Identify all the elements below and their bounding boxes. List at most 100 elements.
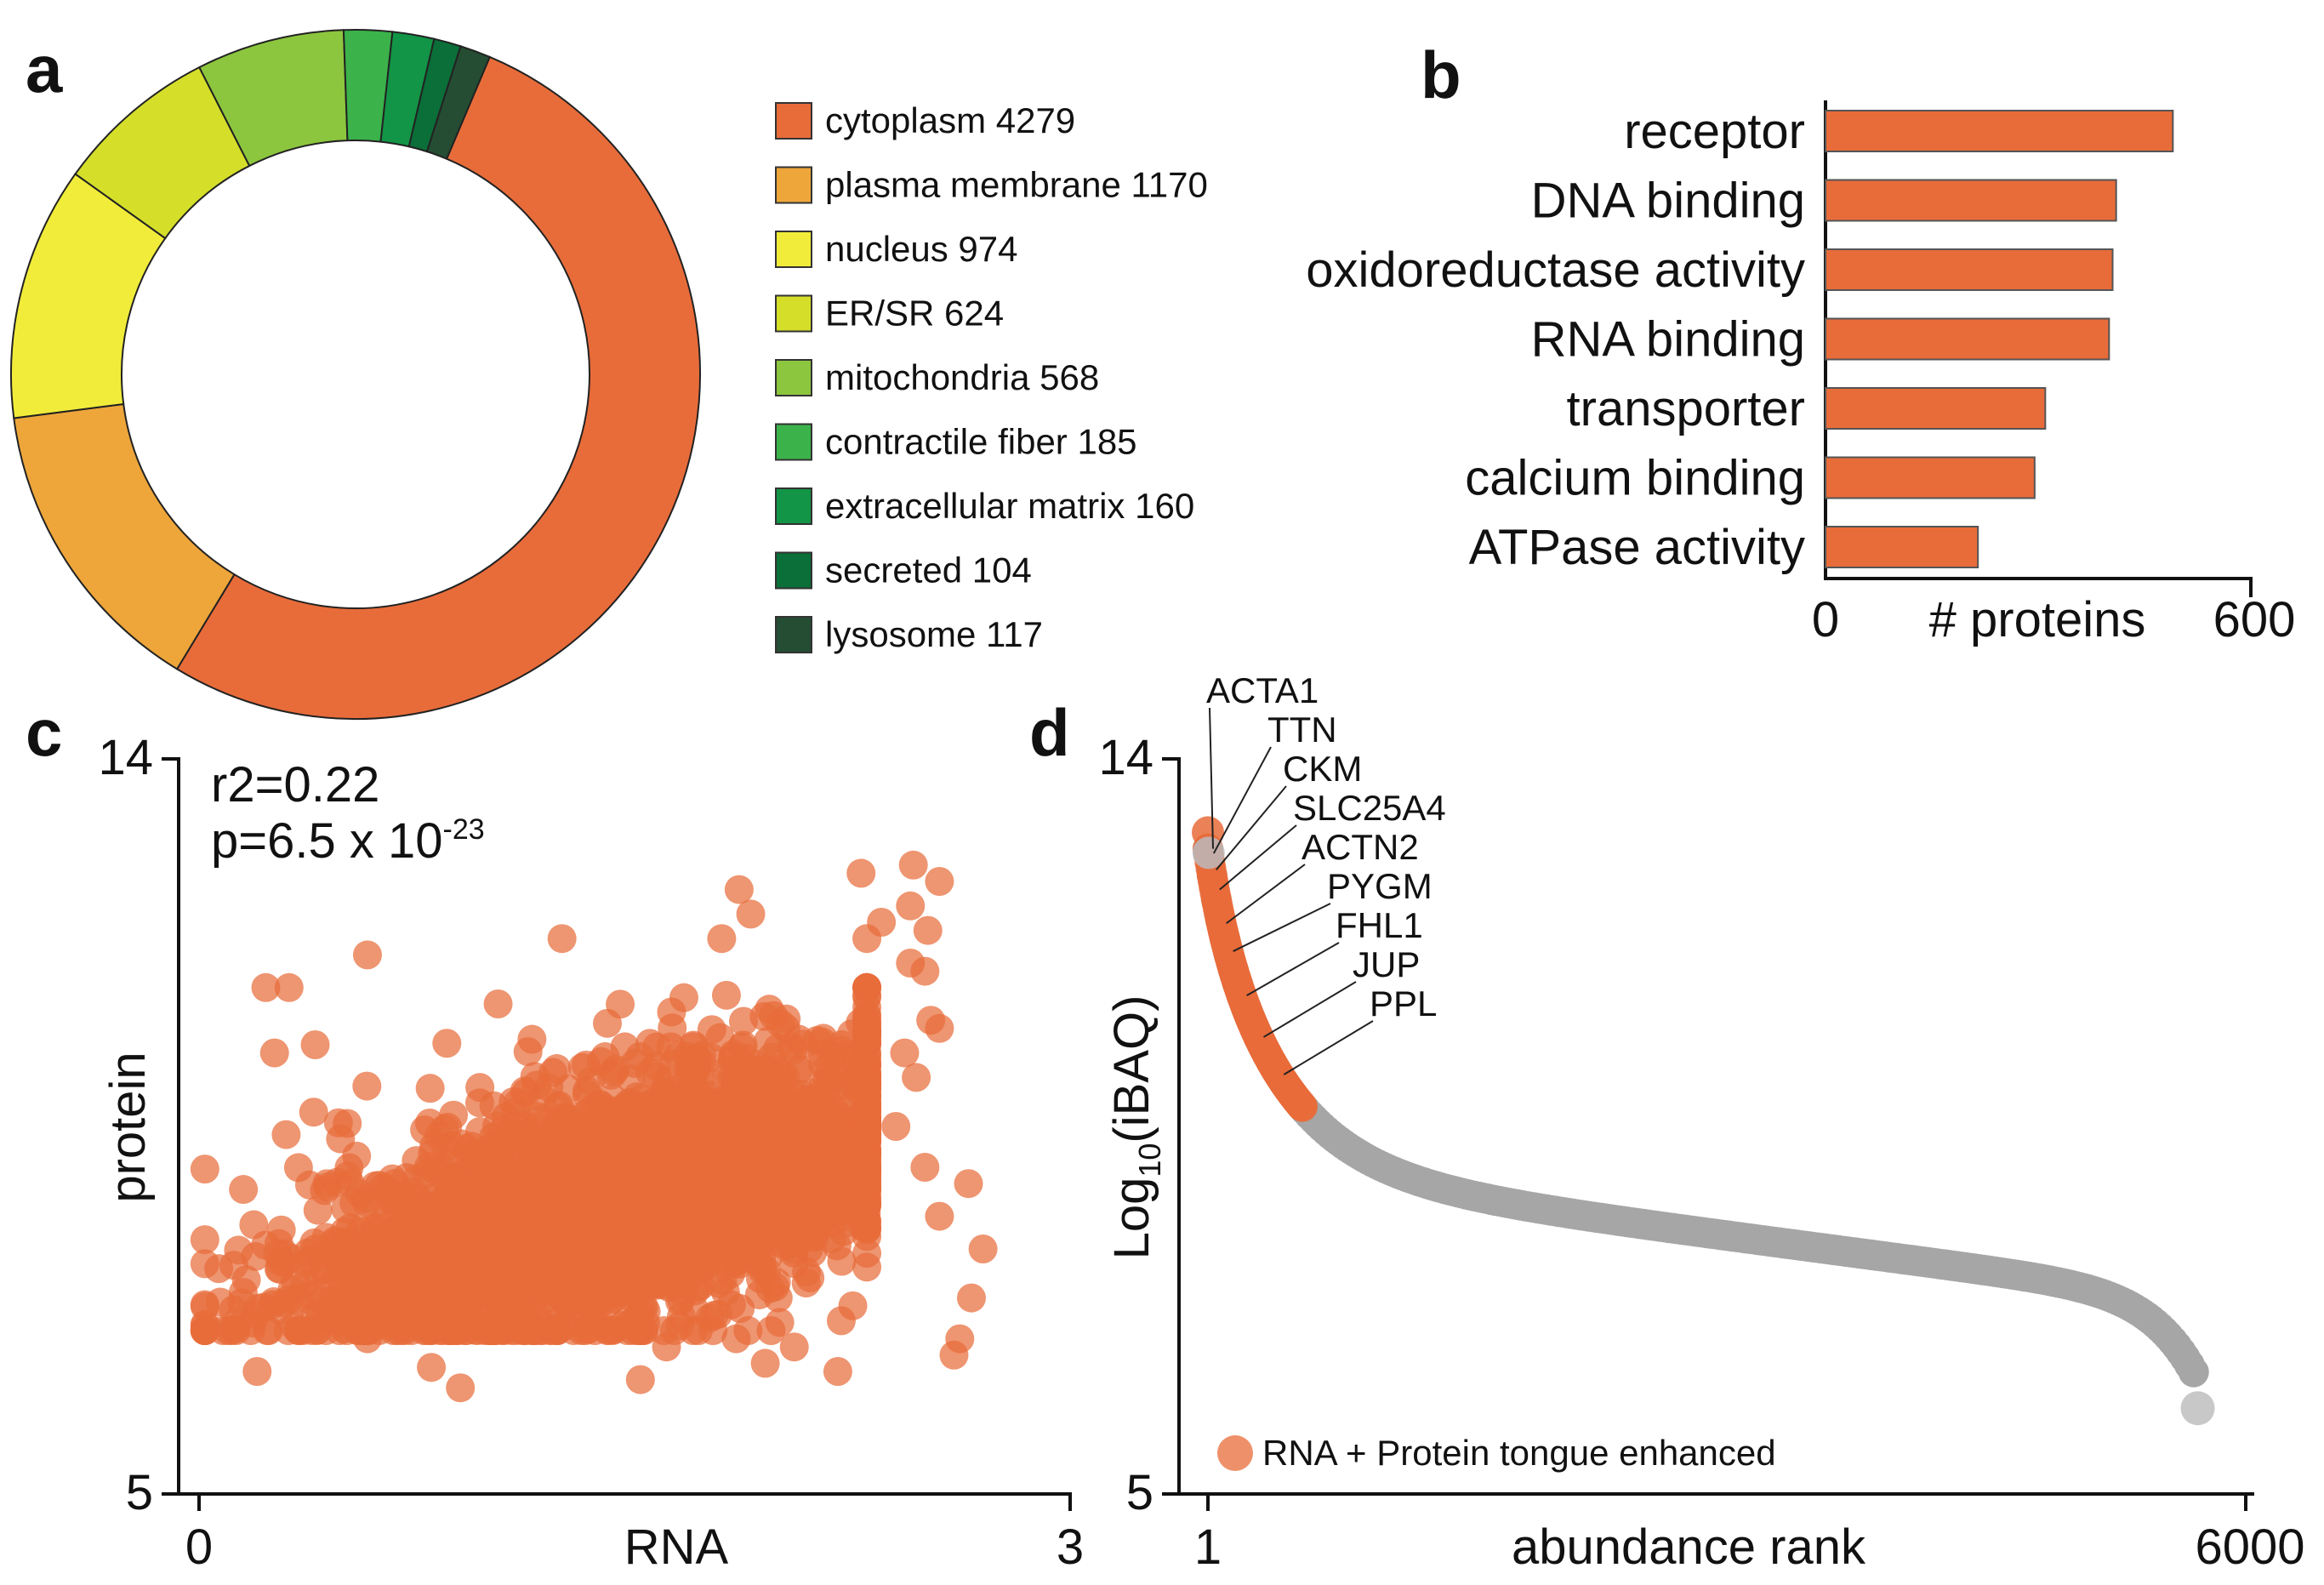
- legend-label: mitochondria 568: [825, 357, 1099, 397]
- scatter-point: [190, 1155, 219, 1184]
- scatter-point: [432, 1029, 462, 1058]
- scatter-point: [323, 1108, 353, 1137]
- scatter-point: [395, 1220, 424, 1250]
- scatter-point: [881, 1112, 911, 1141]
- scatter-point: [702, 1206, 732, 1235]
- scatter-point: [666, 1238, 696, 1268]
- scatter-point: [567, 1052, 597, 1082]
- scatter-point: [464, 1169, 494, 1199]
- scatter-point: [603, 1245, 633, 1274]
- scatter-point: [578, 1164, 607, 1194]
- scatter-point: [697, 1015, 726, 1045]
- scatter-point: [721, 1057, 750, 1086]
- scatter-point: [190, 1290, 219, 1320]
- scatter-point: [417, 1353, 447, 1383]
- scatter-point: [852, 1051, 882, 1080]
- gene-leader-line: [1283, 1020, 1374, 1075]
- scatter-point: [925, 1201, 954, 1231]
- panel-c-annotation-p: p=6.5 x 10-23: [211, 813, 485, 869]
- scatter-point: [612, 1176, 642, 1206]
- scatter-point: [566, 1113, 595, 1143]
- panel-d-gene-leader-lines: [1209, 707, 1374, 1075]
- bar-rna-binding: [1825, 317, 2110, 361]
- legend-swatch: [775, 294, 812, 333]
- scatter-point: [867, 908, 897, 937]
- scatter-point: [826, 1306, 856, 1336]
- scatter-point: [968, 1234, 998, 1263]
- scatter-point: [766, 1009, 795, 1039]
- scatter-point: [707, 924, 737, 954]
- scatter-point: [852, 1157, 882, 1187]
- gene-leader-line: [1219, 824, 1297, 891]
- panel-a-letter: a: [26, 31, 63, 106]
- scatter-point: [713, 1089, 743, 1119]
- gene-label: JUP: [1353, 944, 1420, 984]
- panel-c-points: [190, 850, 998, 1403]
- scatter-point: [898, 850, 928, 880]
- rank-point: [2178, 1356, 2209, 1388]
- scatter-point: [738, 1220, 767, 1250]
- panel-d-y-tick-label-14: 14: [1098, 730, 1153, 785]
- scatter-point: [219, 1251, 248, 1280]
- scatter-point: [763, 1283, 793, 1313]
- scatter-point: [274, 972, 304, 1002]
- gene-leader-line: [1212, 746, 1272, 854]
- scatter-point: [832, 1128, 862, 1158]
- panel-d-legend-marker: [1217, 1435, 1253, 1471]
- scatter-point: [547, 924, 577, 954]
- legend-swatch: [775, 102, 812, 140]
- scatter-point: [825, 1103, 855, 1133]
- scatter-point: [852, 1187, 882, 1217]
- scatter-point: [954, 1169, 983, 1199]
- gene-leader-line: [1226, 864, 1306, 925]
- panel-d-y-tick-label-5: 5: [1126, 1465, 1153, 1520]
- scatter-point: [399, 1177, 429, 1207]
- panel-a-donut: [10, 29, 701, 720]
- panel-c-x-tick-label-3: 3: [1057, 1519, 1084, 1575]
- scatter-point: [300, 1299, 330, 1329]
- scatter-point: [494, 1263, 524, 1293]
- scatter-point: [721, 1324, 751, 1354]
- scatter-point: [325, 1316, 355, 1345]
- scatter-point: [755, 1169, 785, 1199]
- panel-d-x-tick-label-6000: 6000: [2195, 1519, 2304, 1575]
- scatter-point: [625, 1365, 655, 1394]
- scatter-point: [415, 1074, 445, 1103]
- panel-d-y-axis-label-sub: 10: [1132, 1143, 1167, 1177]
- scatter-point: [549, 1312, 578, 1342]
- scatter-point: [483, 989, 513, 1018]
- legend-swatch: [775, 359, 812, 396]
- bar-dna-binding: [1825, 179, 2117, 222]
- scatter-point: [756, 1316, 786, 1345]
- scatter-point: [627, 1232, 657, 1262]
- bar-category-label: ATPase activity: [1469, 520, 1805, 575]
- scatter-point: [444, 1311, 474, 1341]
- scatter-point: [526, 1104, 555, 1134]
- scatter-point: [896, 891, 926, 921]
- scatter-point: [513, 1037, 543, 1067]
- scatter-point: [711, 980, 741, 1010]
- scatter-point: [352, 1071, 382, 1101]
- scatter-point: [190, 1316, 219, 1345]
- scatter-point: [310, 1176, 339, 1206]
- scatter-point: [259, 1038, 289, 1068]
- panel-c-scatter: 14 5 0 3 RNA protein r2=0.22 p=6.5 x 10-…: [98, 730, 1084, 1575]
- scatter-point: [846, 858, 876, 888]
- rank-point-top: [1192, 836, 1225, 869]
- legend-label: plasma membrane 1170: [825, 165, 1208, 205]
- scatter-point: [430, 1132, 460, 1162]
- scatter-point: [598, 1316, 628, 1345]
- scatter-point: [653, 1190, 683, 1220]
- scatter-point: [794, 1234, 823, 1263]
- scatter-point: [253, 1316, 283, 1345]
- scatter-point: [608, 1095, 638, 1125]
- donut-slice-cytoplasm: [175, 55, 701, 720]
- scatter-point: [296, 1245, 326, 1274]
- panel-c-annotation-p-text: p=6.5 x 10: [211, 813, 443, 869]
- scatter-point: [190, 1225, 219, 1255]
- scatter-point: [824, 1064, 854, 1094]
- rank-point-last: [2180, 1391, 2215, 1426]
- legend-swatch: [775, 616, 812, 653]
- panel-d-rank-plot: 14 5 1 6000 abundance rank Log10(iBAQ) A…: [1098, 670, 2304, 1575]
- scatter-point: [597, 1278, 627, 1308]
